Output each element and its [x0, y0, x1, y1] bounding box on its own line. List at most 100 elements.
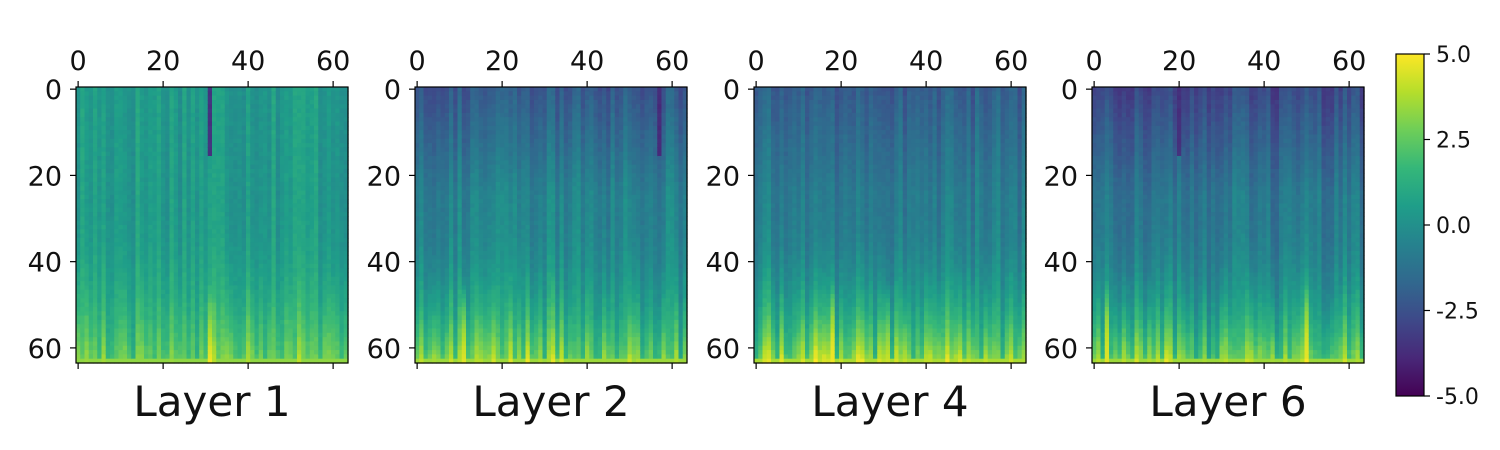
heatmap-cell — [148, 181, 154, 187]
heatmap-cell — [229, 220, 234, 226]
heatmap-cell — [101, 194, 107, 200]
heatmap-cell — [156, 203, 162, 209]
heatmap-cell — [449, 186, 454, 192]
heatmap-cell — [284, 199, 290, 205]
heatmap-cell — [284, 225, 290, 230]
heatmap-cell — [186, 354, 192, 360]
heatmap-cell — [335, 121, 341, 127]
heatmap-cell — [263, 186, 268, 192]
heatmap-cell — [220, 294, 226, 299]
heatmap-cell — [453, 220, 459, 226]
heatmap-cell — [457, 281, 463, 286]
heatmap-cell — [212, 311, 217, 317]
heatmap-cell — [148, 319, 154, 325]
heatmap-cell — [212, 117, 217, 123]
heatmap-cell — [284, 220, 290, 226]
heatmap-cell — [93, 99, 98, 105]
heatmap-cell — [101, 160, 107, 166]
heatmap-cell — [144, 147, 149, 153]
heatmap-cell — [97, 168, 103, 174]
heatmap-cell — [427, 138, 433, 144]
heatmap-cell — [101, 306, 107, 312]
heatmap-cell — [148, 237, 154, 243]
heatmap-cell — [182, 138, 188, 144]
heatmap-cell — [178, 199, 183, 205]
heatmap-cell — [241, 272, 247, 278]
heatmap-cell — [440, 233, 446, 239]
heatmap-cell — [110, 194, 115, 200]
heatmap-cell — [182, 298, 188, 304]
heatmap-cell — [139, 117, 145, 123]
heatmap-cell — [292, 233, 298, 239]
heatmap-cell — [178, 233, 183, 239]
heatmap-cell — [322, 225, 328, 230]
heatmap-cell — [267, 87, 273, 92]
heatmap-cell — [466, 186, 471, 192]
heatmap-cell — [199, 199, 205, 205]
heatmap-cell — [135, 138, 141, 144]
heatmap-cell — [275, 143, 281, 148]
heatmap-cell — [203, 255, 209, 261]
heatmap-cell — [343, 246, 349, 252]
heatmap-cell — [432, 233, 437, 239]
heatmap-cell — [309, 337, 315, 343]
heatmap-cell — [139, 268, 145, 274]
heatmap-cell — [114, 259, 120, 265]
heatmap-cell — [173, 268, 179, 274]
heatmap-cell — [280, 354, 285, 360]
heatmap-cell — [288, 190, 294, 196]
heatmap-cell — [139, 212, 145, 217]
heatmap-cell — [114, 87, 120, 92]
heatmap-cell — [148, 164, 154, 170]
heatmap-cell — [190, 328, 196, 334]
heatmap-cell — [212, 125, 217, 131]
heatmap-cell — [190, 164, 196, 170]
heatmap-cell — [114, 216, 120, 222]
heatmap-cell — [339, 199, 345, 205]
heatmap-cell — [127, 246, 132, 252]
heatmap-cell — [440, 276, 446, 282]
heatmap-cell — [216, 276, 222, 282]
heatmap-cell — [432, 104, 437, 110]
heatmap-cell — [466, 302, 471, 308]
heatmap-cell — [88, 328, 94, 334]
heatmap-cell — [216, 350, 222, 355]
heatmap-cell — [161, 225, 166, 230]
heatmap-cell — [207, 117, 213, 123]
heatmap-cell — [453, 246, 459, 252]
heatmap-cell — [292, 177, 298, 183]
heatmap-cell — [423, 324, 429, 330]
heatmap-cell — [220, 324, 226, 330]
heatmap-cell — [84, 298, 90, 304]
heatmap-cell — [165, 358, 171, 364]
heatmap-cell — [237, 250, 243, 256]
heatmap-cell — [457, 91, 463, 97]
heatmap-cell — [427, 233, 433, 239]
heatmap-cell — [97, 108, 103, 114]
heatmap-cell — [309, 302, 315, 308]
heatmap-cell — [258, 250, 264, 256]
heatmap-cell — [118, 324, 124, 330]
heatmap-cell — [301, 324, 307, 330]
heatmap-cell — [131, 203, 137, 209]
heatmap-cell — [118, 328, 124, 334]
heatmap-cell — [423, 306, 429, 312]
heatmap-cell — [186, 225, 192, 230]
heatmap-cell — [254, 229, 260, 235]
heatmap-cell — [267, 151, 273, 157]
heatmap-cell — [331, 164, 336, 170]
heatmap-cell — [110, 112, 115, 118]
heatmap-cell — [139, 156, 145, 161]
heatmap-cell — [135, 315, 141, 321]
heatmap-cell — [246, 99, 251, 105]
heatmap-cell — [326, 186, 332, 192]
heatmap-cell — [444, 121, 450, 127]
heatmap-cell — [212, 186, 217, 192]
heatmap-cell — [156, 104, 162, 110]
heatmap-cell — [178, 345, 183, 351]
heatmap-cell — [199, 203, 205, 209]
heatmap-cell — [453, 358, 459, 364]
heatmap-cell — [152, 294, 158, 299]
heatmap-cell — [309, 294, 315, 299]
heatmap-cell — [127, 121, 132, 127]
